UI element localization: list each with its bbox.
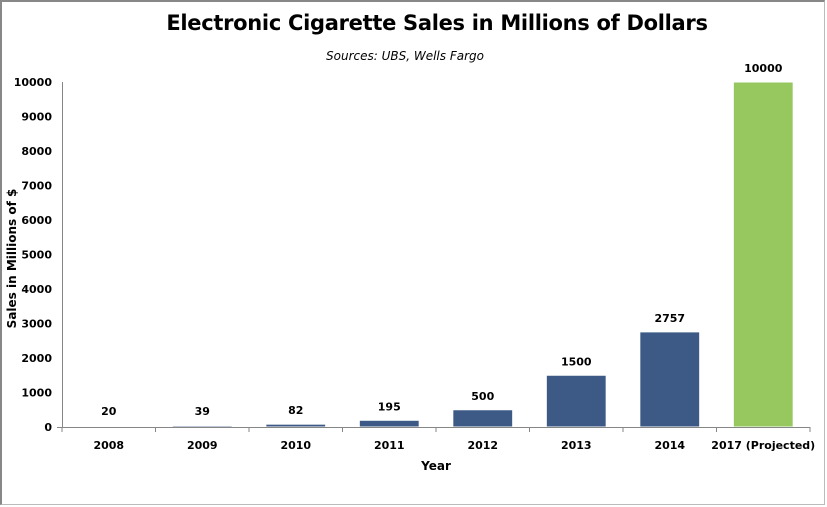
data-label: 500 bbox=[471, 390, 494, 403]
data-label: 10000 bbox=[744, 62, 783, 75]
data-label: 20 bbox=[101, 405, 117, 418]
x-tick-label: 2013 bbox=[561, 439, 592, 452]
data-label: 195 bbox=[378, 400, 401, 413]
bar-2013 bbox=[545, 374, 607, 428]
x-tick-label: 2012 bbox=[467, 439, 498, 452]
x-tick-label: 2017 (Projected) bbox=[711, 439, 815, 452]
y-tick-label: 7000 bbox=[21, 180, 52, 193]
y-tick-label: 0 bbox=[44, 421, 52, 434]
x-tick-label: 2011 bbox=[374, 439, 405, 452]
y-tick-label: 1000 bbox=[21, 387, 52, 400]
x-tick-label: 2008 bbox=[93, 439, 124, 452]
y-tick-label: 2000 bbox=[21, 352, 52, 365]
data-label: 39 bbox=[195, 405, 210, 418]
chart-title: Electronic Cigarette Sales in Millions o… bbox=[166, 11, 708, 35]
bar-2012 bbox=[452, 409, 514, 428]
y-axis-ticks: 0 1000 2000 3000 4000 5000 6000 7000 8000 9000 100… bbox=[14, 76, 53, 434]
bar-2008 bbox=[78, 425, 140, 428]
x-tick-label: 2010 bbox=[280, 439, 311, 452]
y-tick-label: 4000 bbox=[21, 283, 52, 296]
y-tick-label: 9000 bbox=[21, 111, 52, 124]
y-axis-title: Sales in Millions of $ bbox=[5, 189, 19, 329]
y-tick-label: 5000 bbox=[21, 249, 52, 262]
x-tick-label: 2009 bbox=[187, 439, 218, 452]
data-labels: 20 39 82 195 500 1500 2757 10000 bbox=[101, 62, 783, 418]
bar-2017-projected bbox=[732, 81, 794, 428]
y-tick-label: 3000 bbox=[21, 318, 52, 331]
bars bbox=[78, 81, 794, 428]
bar-2011 bbox=[358, 419, 420, 428]
data-label: 1500 bbox=[561, 355, 592, 368]
y-tick-label: 8000 bbox=[21, 145, 52, 158]
data-label: 2757 bbox=[654, 312, 685, 325]
x-axis-ticks: 2008 2009 2010 2011 2012 2013 2014 2017 (Projec… bbox=[61, 427, 815, 452]
y-tick-label: 10000 bbox=[14, 76, 53, 89]
bar-2010 bbox=[265, 423, 327, 428]
data-label: 82 bbox=[288, 404, 303, 417]
bar-2014 bbox=[639, 331, 701, 428]
x-tick-label: 2014 bbox=[654, 439, 685, 452]
bar-2009 bbox=[171, 425, 233, 428]
chart-subtitle: Sources: UBS, Wells Fargo bbox=[326, 49, 484, 63]
x-axis-title: Year bbox=[420, 459, 451, 473]
y-tick-label: 6000 bbox=[21, 214, 52, 227]
